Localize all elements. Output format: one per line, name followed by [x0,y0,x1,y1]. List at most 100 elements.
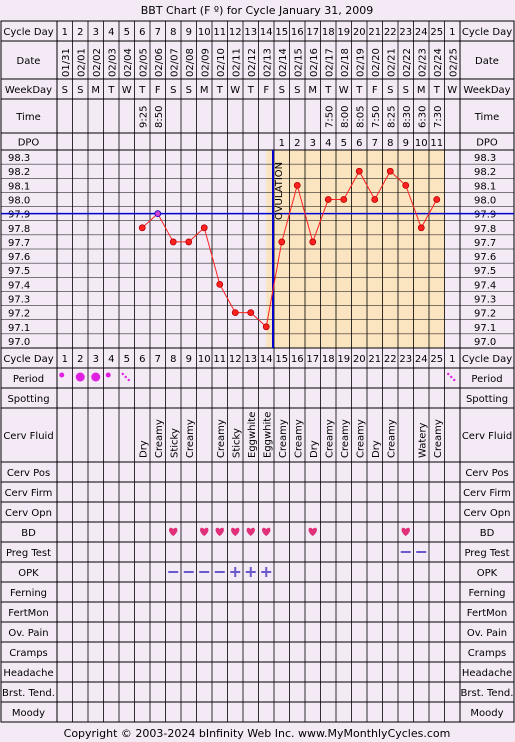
y-tick-left: 98.0 [8,196,30,207]
y-tick-right: 97.1 [474,323,496,334]
dpo-number: 4 [325,138,331,149]
dpo-number: 3 [310,138,316,149]
temperature-point [417,224,425,232]
weekday-label: S [403,85,409,96]
cycle-day-number: 24 [415,354,428,365]
weekday-label: S [279,85,285,96]
row-label-cycle-day: Cycle Day [3,27,53,38]
cycle-day-number: 19 [337,27,350,38]
weekday-label: T [355,85,363,96]
weekday-label: S [77,85,83,96]
cycle-day-number: 3 [93,27,99,38]
cerv-fluid-label: Creamy [293,419,304,458]
cycle-day-number: 1 [62,354,68,365]
row-label-cerv-fluid: Cerv Fluid [3,431,53,442]
cerv-fluid-label: Creamy [433,419,444,458]
cycle-day-number: 2 [77,27,83,38]
weekday-label: M [417,85,426,96]
cycle-day-number: 8 [170,27,176,38]
cycle-day-number: 20 [353,354,366,365]
cycle-day-number: 4 [108,354,114,365]
temperature-point [154,210,162,218]
row-label-period-right: Period [471,374,502,385]
weekday-label: T [247,85,255,96]
date-label: 02/03 [107,48,118,77]
date-label: 02/22 [402,48,413,77]
row-label-opk: OPK [18,568,39,579]
weekday-label: T [138,85,146,96]
row-label-bd-right: BD [480,528,495,539]
dpo-number: 9 [403,138,409,149]
cycle-day-number: 19 [337,354,350,365]
cycle-day-number: 13 [244,354,257,365]
row-label-spotting-right: Spotting [466,394,508,405]
row-label-dpo-right: DPO [476,138,498,149]
period-heavy-dot [75,372,85,382]
period-spotting-dot [447,372,450,376]
cycle-day-number: 3 [93,354,99,365]
weekday-label: W [122,85,132,96]
y-tick-right: 98.1 [474,181,496,192]
y-tick-right: 98.0 [474,196,496,207]
cycle-day-number: 10 [198,27,211,38]
temperature-point [386,167,394,175]
date-label: 02/11 [231,48,242,77]
cycle-day-number: 23 [399,354,412,365]
temperature-point [324,196,332,203]
weekday-label: S [62,85,68,96]
cerv-fluid-label: Creamy [216,419,227,458]
date-label: 02/10 [216,48,227,77]
cycle-day-number: 12 [229,354,242,365]
cycle-day-number: 9 [186,27,192,38]
row-label-date-right: Date [475,56,499,67]
dpo-number: 7 [372,138,378,149]
date-label: 02/15 [293,48,304,77]
cycle-day-number: 23 [399,27,412,38]
time-label: 7:50 [371,106,382,128]
row-label-cerv-pos-right: Cerv Pos [465,468,508,479]
time-label: 8:25 [386,106,397,128]
cerv-fluid-label: Sticky [169,428,180,458]
date-label: 02/12 [247,48,258,77]
cycle-day-number: 22 [384,354,397,365]
time-label: 9:25 [138,106,149,128]
date-label: 02/05 [138,48,149,77]
y-tick-left: 97.2 [8,309,30,320]
weekday-label: T [433,85,441,96]
cerv-fluid-label: Creamy [278,419,289,458]
cycle-day-number: 8 [170,354,176,365]
cycle-day-number: 1 [62,27,68,38]
period-spotting-dot [121,372,124,376]
row-label-weekday: WeekDay [5,85,52,96]
cycle-day-number: 5 [124,354,130,365]
temperature-point [309,238,317,246]
cycle-day-number: 1 [449,354,455,365]
temperature-point [355,167,363,175]
date-label: 02/17 [324,48,335,77]
period-light-dot [105,372,111,378]
row-label-cerv-opn-right: Cerv Opn [464,508,511,519]
cerv-fluid-label: Sticky [231,428,242,458]
date-label: 02/24 [433,48,444,77]
temperature-point [371,196,379,203]
row-label-brst-tend-right: Brst. Tend. [461,688,514,699]
row-label-ferning-right: Ferning [468,588,505,599]
period-spotting-dot [127,378,130,382]
cerv-fluid-label: Dry [138,440,149,458]
date-label: 02/06 [154,48,165,77]
time-label: 7:30 [433,106,444,128]
cycle-day-number: 14 [260,27,273,38]
y-tick-right: 97.5 [474,266,496,277]
row-label-preg-test: Preg Test [6,548,51,559]
chart-title: BBT Chart (F º) for Cycle January 31, 20… [141,4,373,17]
temperature-point [402,181,410,189]
row-label-moody-right: Moody [470,708,503,719]
cycle-day-number: 16 [291,354,304,365]
weekday-label: S [186,85,192,96]
date-label: 01/31 [61,48,72,77]
weekday-label: M [308,85,317,96]
y-tick-left: 97.1 [8,323,30,334]
cycle-day-number: 1 [449,27,455,38]
row-label-weekday-right: WeekDay [463,85,510,96]
